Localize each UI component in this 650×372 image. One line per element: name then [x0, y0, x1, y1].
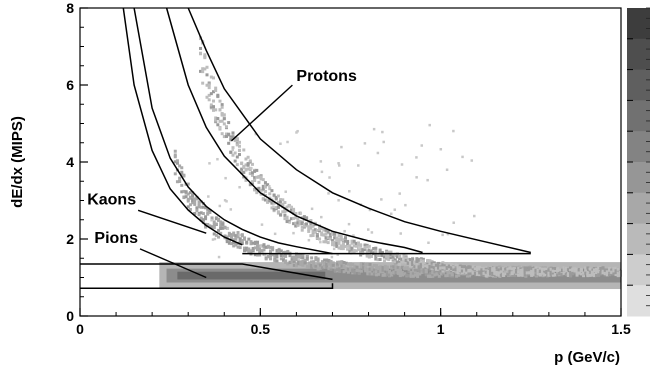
- x-axis-title: p (GeV/c): [554, 349, 620, 366]
- annotation-protons-label: Protons: [296, 68, 357, 85]
- axis-ticks: 0 0.5 1 1.5 0 2 4 6 8: [66, 0, 631, 337]
- y-tick-label: 2: [66, 231, 74, 247]
- y-tick-label: 4: [66, 154, 74, 170]
- density-bands: [159, 36, 622, 290]
- x-tick-label: 0: [76, 321, 84, 337]
- y-axis-title: dE/dx (MIPS): [9, 116, 26, 208]
- sparse-points: [207, 123, 476, 261]
- y-tick-label: 8: [66, 0, 74, 16]
- annotation-pions-arrow: [139, 248, 207, 279]
- x-tick-label: 0.5: [251, 321, 271, 337]
- color-scale-step: [627, 285, 650, 317]
- color-scale-step: [627, 223, 650, 255]
- kaon-cut-lower: [122, 7, 243, 246]
- color-scale-step: [627, 192, 650, 225]
- color-scale-step: [627, 162, 650, 194]
- proton-cut-upper: [187, 7, 531, 254]
- color-scale-step: [627, 69, 650, 101]
- color-scale-step: [627, 131, 650, 163]
- color-scale-bar: [627, 7, 650, 317]
- cut-lines: [80, 7, 531, 290]
- x-tick-label: 1.5: [611, 321, 631, 337]
- color-scale-step: [627, 8, 650, 40]
- y-tick-label: 0: [66, 308, 74, 324]
- annotation-kaons-arrow: [137, 209, 207, 234]
- pion-cut-lower: [80, 283, 334, 290]
- annotations: Protons Kaons Pions: [87, 68, 357, 279]
- annotation-kaons-label: Kaons: [87, 191, 136, 208]
- proton-band: [199, 36, 622, 278]
- y-tick-label: 6: [66, 77, 74, 93]
- proton-cut-lower: [165, 7, 423, 254]
- x-tick-label: 1: [437, 321, 445, 337]
- color-scale-step: [627, 254, 650, 286]
- kaon-cut-upper: [133, 7, 333, 255]
- pion-cut-upper: [80, 263, 333, 281]
- color-scale-step: [627, 100, 650, 132]
- annotation-pions-label: Pions: [94, 230, 138, 247]
- color-scale-step: [627, 38, 650, 71]
- kaon-band: [173, 149, 552, 279]
- annotation-protons-arrow: [231, 84, 293, 142]
